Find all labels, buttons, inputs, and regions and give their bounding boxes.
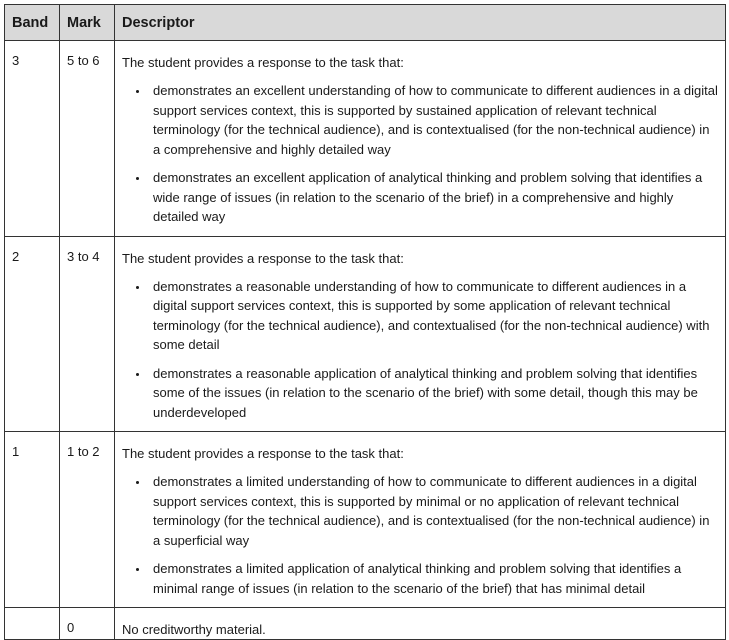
mark-cell: 3 to 4: [59, 235, 115, 432]
descriptor-intro: The student provides a response to the t…: [122, 55, 404, 70]
bullet-list: demonstrates a reasonable understanding …: [122, 277, 718, 423]
table-row: 0 No creditworthy material.: [4, 607, 726, 640]
header-row: Band Mark Descriptor: [4, 4, 726, 41]
mark-scheme-table: Band Mark Descriptor 3 5 to 6 The studen…: [4, 4, 726, 640]
descriptor-intro: No creditworthy material.: [122, 622, 266, 637]
header-band: Band: [4, 4, 60, 41]
descriptor-cell: The student provides a response to the t…: [114, 235, 726, 432]
band-cell: 3: [4, 40, 60, 237]
list-item: demonstrates a limited application of an…: [149, 559, 718, 598]
table-row: 1 1 to 2 The student provides a response…: [4, 431, 726, 608]
descriptor-cell: The student provides a response to the t…: [114, 431, 726, 608]
header-mark: Mark: [59, 4, 115, 41]
list-item: demonstrates a limited understanding of …: [149, 472, 718, 550]
table-row: 3 5 to 6 The student provides a response…: [4, 40, 726, 237]
list-item: demonstrates a reasonable application of…: [149, 364, 718, 423]
list-item: demonstrates an excellent application of…: [149, 168, 718, 227]
list-item: demonstrates an excellent understanding …: [149, 81, 718, 159]
band-cell: [4, 607, 60, 640]
band-cell: 2: [4, 235, 60, 432]
mark-cell: 0: [59, 607, 115, 640]
bullet-list: demonstrates an excellent understanding …: [122, 81, 718, 227]
descriptor-intro: The student provides a response to the t…: [122, 446, 404, 461]
mark-cell: 1 to 2: [59, 431, 115, 608]
bullet-list: demonstrates a limited understanding of …: [122, 472, 718, 598]
list-item: demonstrates a reasonable understanding …: [149, 277, 718, 355]
header-descriptor: Descriptor: [114, 4, 726, 41]
descriptor-intro: The student provides a response to the t…: [122, 250, 404, 266]
band-cell: 1: [4, 431, 60, 608]
mark-cell: 5 to 6: [59, 40, 115, 237]
descriptor-cell: The student provides a response to the t…: [114, 40, 726, 237]
table-row: 2 3 to 4 The student provides a response…: [4, 235, 726, 432]
descriptor-cell: No creditworthy material.: [114, 607, 726, 640]
